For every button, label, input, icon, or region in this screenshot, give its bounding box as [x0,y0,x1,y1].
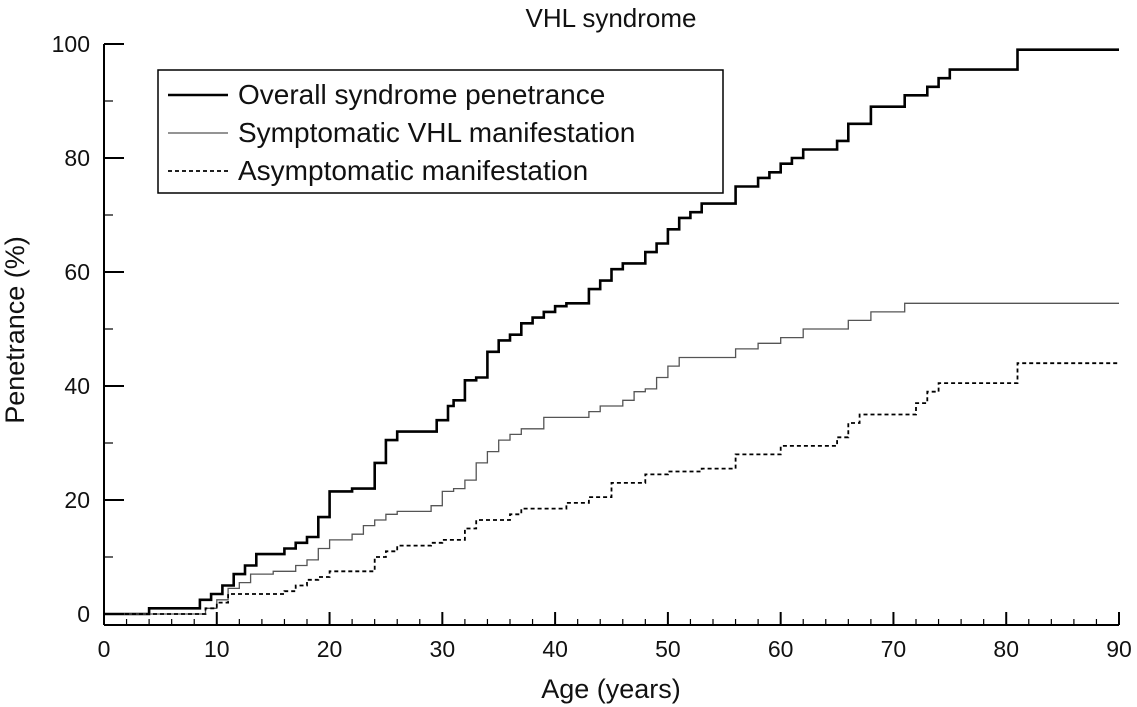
x-tick-label: 40 [542,636,568,662]
y-tick-label: 60 [64,259,90,285]
y-tick-label: 40 [64,373,90,399]
x-ticks: 0 10 20 30 40 50 60 70 80 90 [98,612,1132,662]
x-tick-label: 60 [768,636,794,662]
y-axis-title: Penetrance (%) [0,236,30,424]
y-tick-label: 20 [64,487,90,513]
x-tick-label: 70 [881,636,907,662]
legend-label-asymptomatic: Asymptomatic manifestation [238,155,588,186]
x-tick-label: 0 [98,636,111,662]
x-tick-label: 30 [430,636,456,662]
legend-box [157,69,724,194]
legend-label-symptomatic: Symptomatic VHL manifestation [238,117,635,148]
x-tick-label: 80 [993,636,1019,662]
series-overall-line [104,48,1119,616]
x-tick-label: 90 [1106,636,1132,662]
legend-label-overall: Overall syndrome penetrance [238,79,605,110]
y-ticks: 0 20 40 60 80 100 [52,31,124,627]
y-tick-label: 0 [77,601,90,627]
series-symptomatic-line [104,302,1119,615]
y-tick-label: 80 [64,145,90,171]
y-tick-label: 100 [52,31,90,57]
legend: Overall syndrome penetrance Symptomatic … [157,69,724,194]
x-tick-label: 50 [655,636,681,662]
x-tick-label: 10 [204,636,230,662]
series-asymptomatic-line [104,362,1119,615]
x-axis-title: Age (years) [541,674,681,704]
plot-lines [104,48,1119,616]
chart-title: VHL syndrome [526,3,697,33]
x-tick-label: 20 [317,636,343,662]
